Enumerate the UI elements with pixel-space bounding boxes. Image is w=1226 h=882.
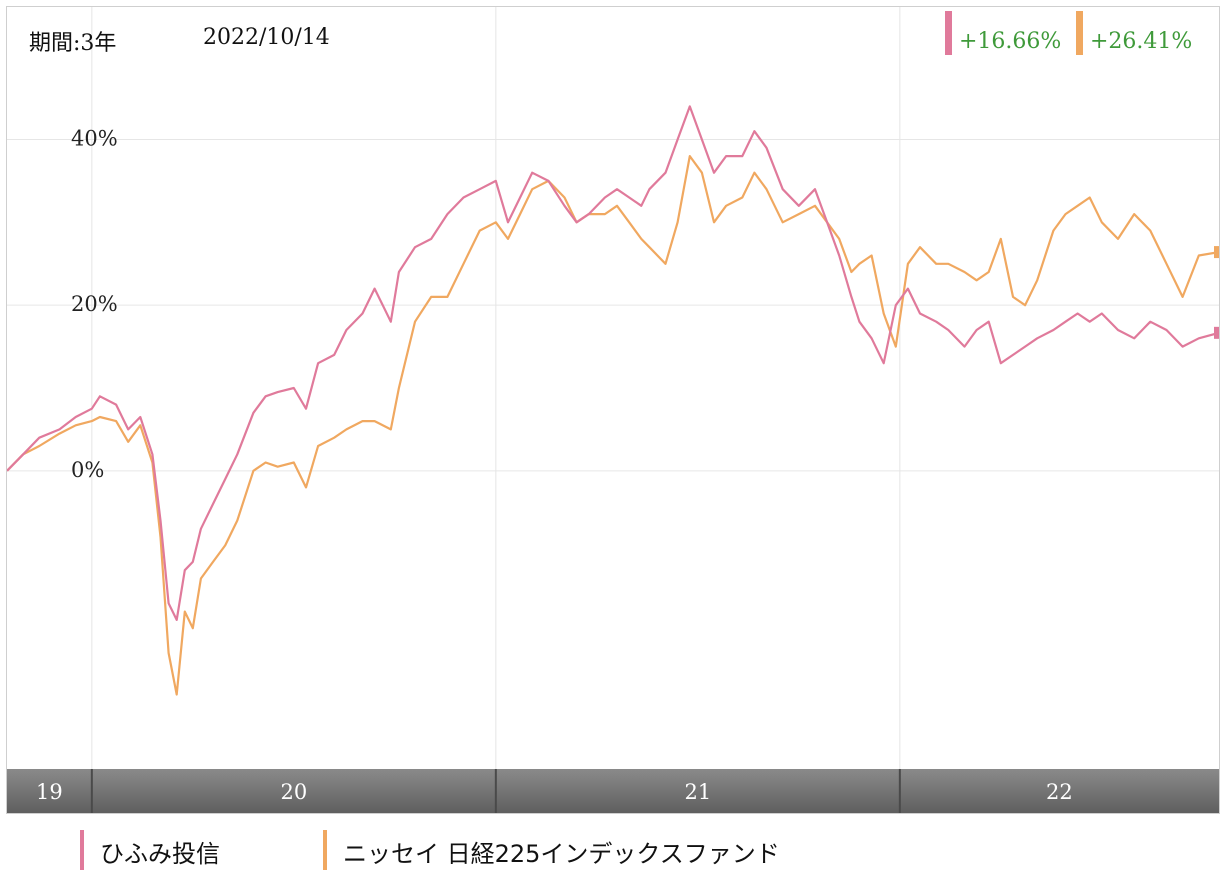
period-label: 期間:3年 [29, 31, 117, 56]
perf-swatch-hifumi [945, 11, 952, 55]
series-line-hifumi [7, 105, 1219, 621]
perf-swatch-nissay [1076, 11, 1083, 55]
perf-value-nissay: +26.41% [1090, 29, 1193, 54]
legend-label-nissay: ニッセイ 日経225インデックスファンド [343, 840, 780, 868]
chart-date: 2022/10/14 [203, 25, 330, 50]
y-tick-layer: 40% 20% 0% [71, 127, 118, 482]
x-axis-bar-bg [7, 769, 1219, 813]
y-tick-label: 0% [71, 458, 104, 482]
perf-value-hifumi: +16.66% [959, 29, 1062, 54]
legend-swatch-nissay [323, 830, 327, 870]
series-line-nissay [7, 155, 1219, 696]
x-axis-bar [7, 769, 1219, 813]
y-tick-label: 20% [71, 292, 118, 316]
x-tick-layer: 19 20 21 22 [36, 769, 1073, 813]
chart-svg: 19 20 21 22 40% 20% 0% [7, 7, 1219, 813]
y-tick-label: 40% [71, 127, 118, 151]
chart-frame: 19 20 21 22 40% 20% 0% 期間:3年 2022/10/14 +16.6… [6, 6, 1220, 814]
legend: ひふみ投信 ニッセイ 日経225インデックスファンド [0, 830, 1226, 870]
x-tick-label: 21 [684, 780, 711, 804]
grid-layer [7, 7, 1219, 769]
legend-label-hifumi: ひふみ投信 [100, 840, 220, 868]
legend-swatch-hifumi [80, 830, 84, 870]
series-layer [7, 105, 1219, 696]
x-tick-label: 19 [36, 780, 63, 804]
x-tick-label: 22 [1046, 780, 1073, 804]
series-end-marker [1214, 246, 1219, 259]
series-end-marker [1214, 326, 1219, 339]
x-tick-label: 20 [280, 780, 307, 804]
